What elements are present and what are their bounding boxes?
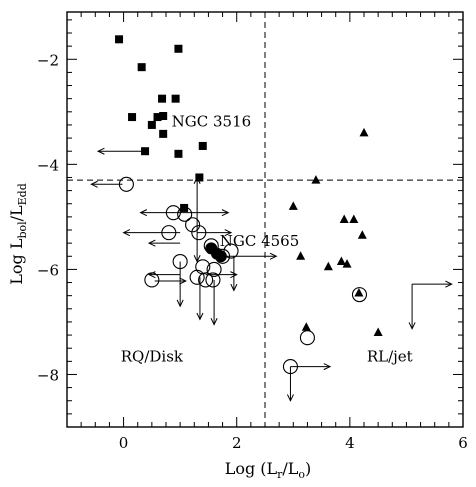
square-point — [141, 147, 150, 156]
square-point — [195, 173, 204, 182]
arrow-head — [139, 209, 148, 217]
arrow-head — [221, 209, 230, 217]
square-point — [159, 112, 168, 121]
annotation-rl-jet: RL/jet — [367, 347, 413, 365]
y-tick-label: −4 — [37, 156, 59, 174]
limit-arrow — [154, 277, 187, 285]
open-circle-point — [185, 217, 201, 233]
open-circle-point — [172, 253, 188, 270]
arrow-head — [196, 312, 204, 321]
limit-arrow — [139, 209, 183, 217]
arrow-head — [269, 252, 278, 260]
limit-arrow — [122, 229, 181, 237]
arrow-head — [210, 318, 218, 326]
open-circle-point — [161, 225, 177, 241]
open-circle-point — [203, 238, 219, 254]
square-point — [137, 63, 146, 72]
limit-arrow — [90, 180, 123, 188]
annotation-rq-disk: RQ/Disk — [121, 347, 184, 365]
open-circle-point — [223, 243, 239, 259]
open-circle-point — [206, 261, 222, 277]
square-point — [128, 113, 137, 122]
limit-arrow — [408, 284, 416, 330]
square-point — [115, 35, 124, 44]
limit-arrow — [197, 229, 233, 237]
x-tick-label: 6 — [458, 434, 468, 452]
limit-arrow — [147, 239, 181, 247]
triangle-point — [359, 127, 369, 137]
x-tick-label: 0 — [119, 434, 129, 452]
open-circle-point — [177, 206, 193, 222]
limit-arrow — [286, 366, 294, 402]
triangle-point — [296, 251, 306, 260]
limit-arrow — [193, 176, 201, 217]
limit-arrow — [182, 209, 230, 217]
y-tick-label: −6 — [37, 261, 59, 279]
square-point — [174, 44, 183, 53]
open-circle-point — [299, 330, 315, 346]
triangle-point — [301, 322, 311, 331]
axis-ticks: 0 2 4 6 −2 −4 −6 −8 — [37, 12, 468, 452]
arrow-head — [122, 229, 131, 237]
triangle-point — [288, 201, 298, 210]
y-tick-label: −8 — [37, 366, 59, 384]
open-circle-point — [198, 272, 214, 288]
arrow-head — [408, 322, 416, 330]
open-circle-point — [165, 205, 181, 221]
x-tick-label: 2 — [232, 434, 242, 452]
limit-arrow — [222, 252, 278, 260]
square-point — [198, 141, 207, 150]
arrow-head — [90, 180, 98, 188]
arrow-head — [445, 280, 453, 288]
triangle-point — [323, 261, 333, 271]
limit-arrow — [290, 363, 332, 371]
arrow-head — [230, 271, 238, 279]
open-circle-point — [191, 225, 207, 241]
arrow-head — [224, 229, 233, 237]
square-point — [174, 149, 183, 158]
arrow-head — [147, 239, 156, 247]
annotation-ngc-3516: NGC 3516 — [172, 113, 252, 131]
triangle-point — [342, 259, 352, 268]
square-point — [180, 203, 189, 212]
limit-arrow — [147, 271, 181, 279]
open-circle-point — [144, 272, 160, 288]
triangle-point — [373, 327, 383, 336]
arrow-head — [179, 277, 187, 285]
y-axis-title: Log Lbol/LEdd — [7, 183, 29, 285]
triangle-point — [349, 214, 359, 223]
open-circle-point — [215, 248, 231, 264]
arrow-head — [230, 283, 238, 292]
x-tick-label: 4 — [345, 434, 355, 452]
reference-lines — [67, 12, 463, 427]
triangle-point — [311, 175, 321, 184]
square-point — [147, 120, 156, 129]
triangle-point — [336, 256, 346, 266]
triangle-point — [354, 288, 364, 297]
open-circle-point — [205, 272, 221, 288]
limit-arrow — [230, 256, 238, 292]
triangle-point — [339, 214, 349, 223]
x-axis-title: Log (Lr/Lo) — [225, 459, 312, 481]
limit-arrow — [412, 280, 453, 288]
arrow-head — [96, 147, 105, 155]
open-circle-point — [282, 359, 299, 375]
arrow-head — [323, 363, 332, 371]
annotation-ngc-4565: NGC 4565 — [220, 232, 300, 250]
open-circle-point — [351, 287, 368, 303]
open-circle-point — [118, 176, 134, 192]
y-tick-label: −2 — [37, 51, 59, 69]
square-point — [158, 94, 167, 103]
data-markers — [115, 35, 383, 375]
open-circle-point — [189, 269, 205, 285]
limit-arrow — [96, 147, 150, 155]
square-point — [153, 113, 162, 122]
triangle-point — [357, 230, 367, 239]
square-point — [171, 94, 180, 103]
arrow-head — [176, 299, 184, 308]
arrow-head — [286, 394, 294, 402]
arrow-head — [193, 255, 201, 263]
square-point — [159, 129, 168, 138]
